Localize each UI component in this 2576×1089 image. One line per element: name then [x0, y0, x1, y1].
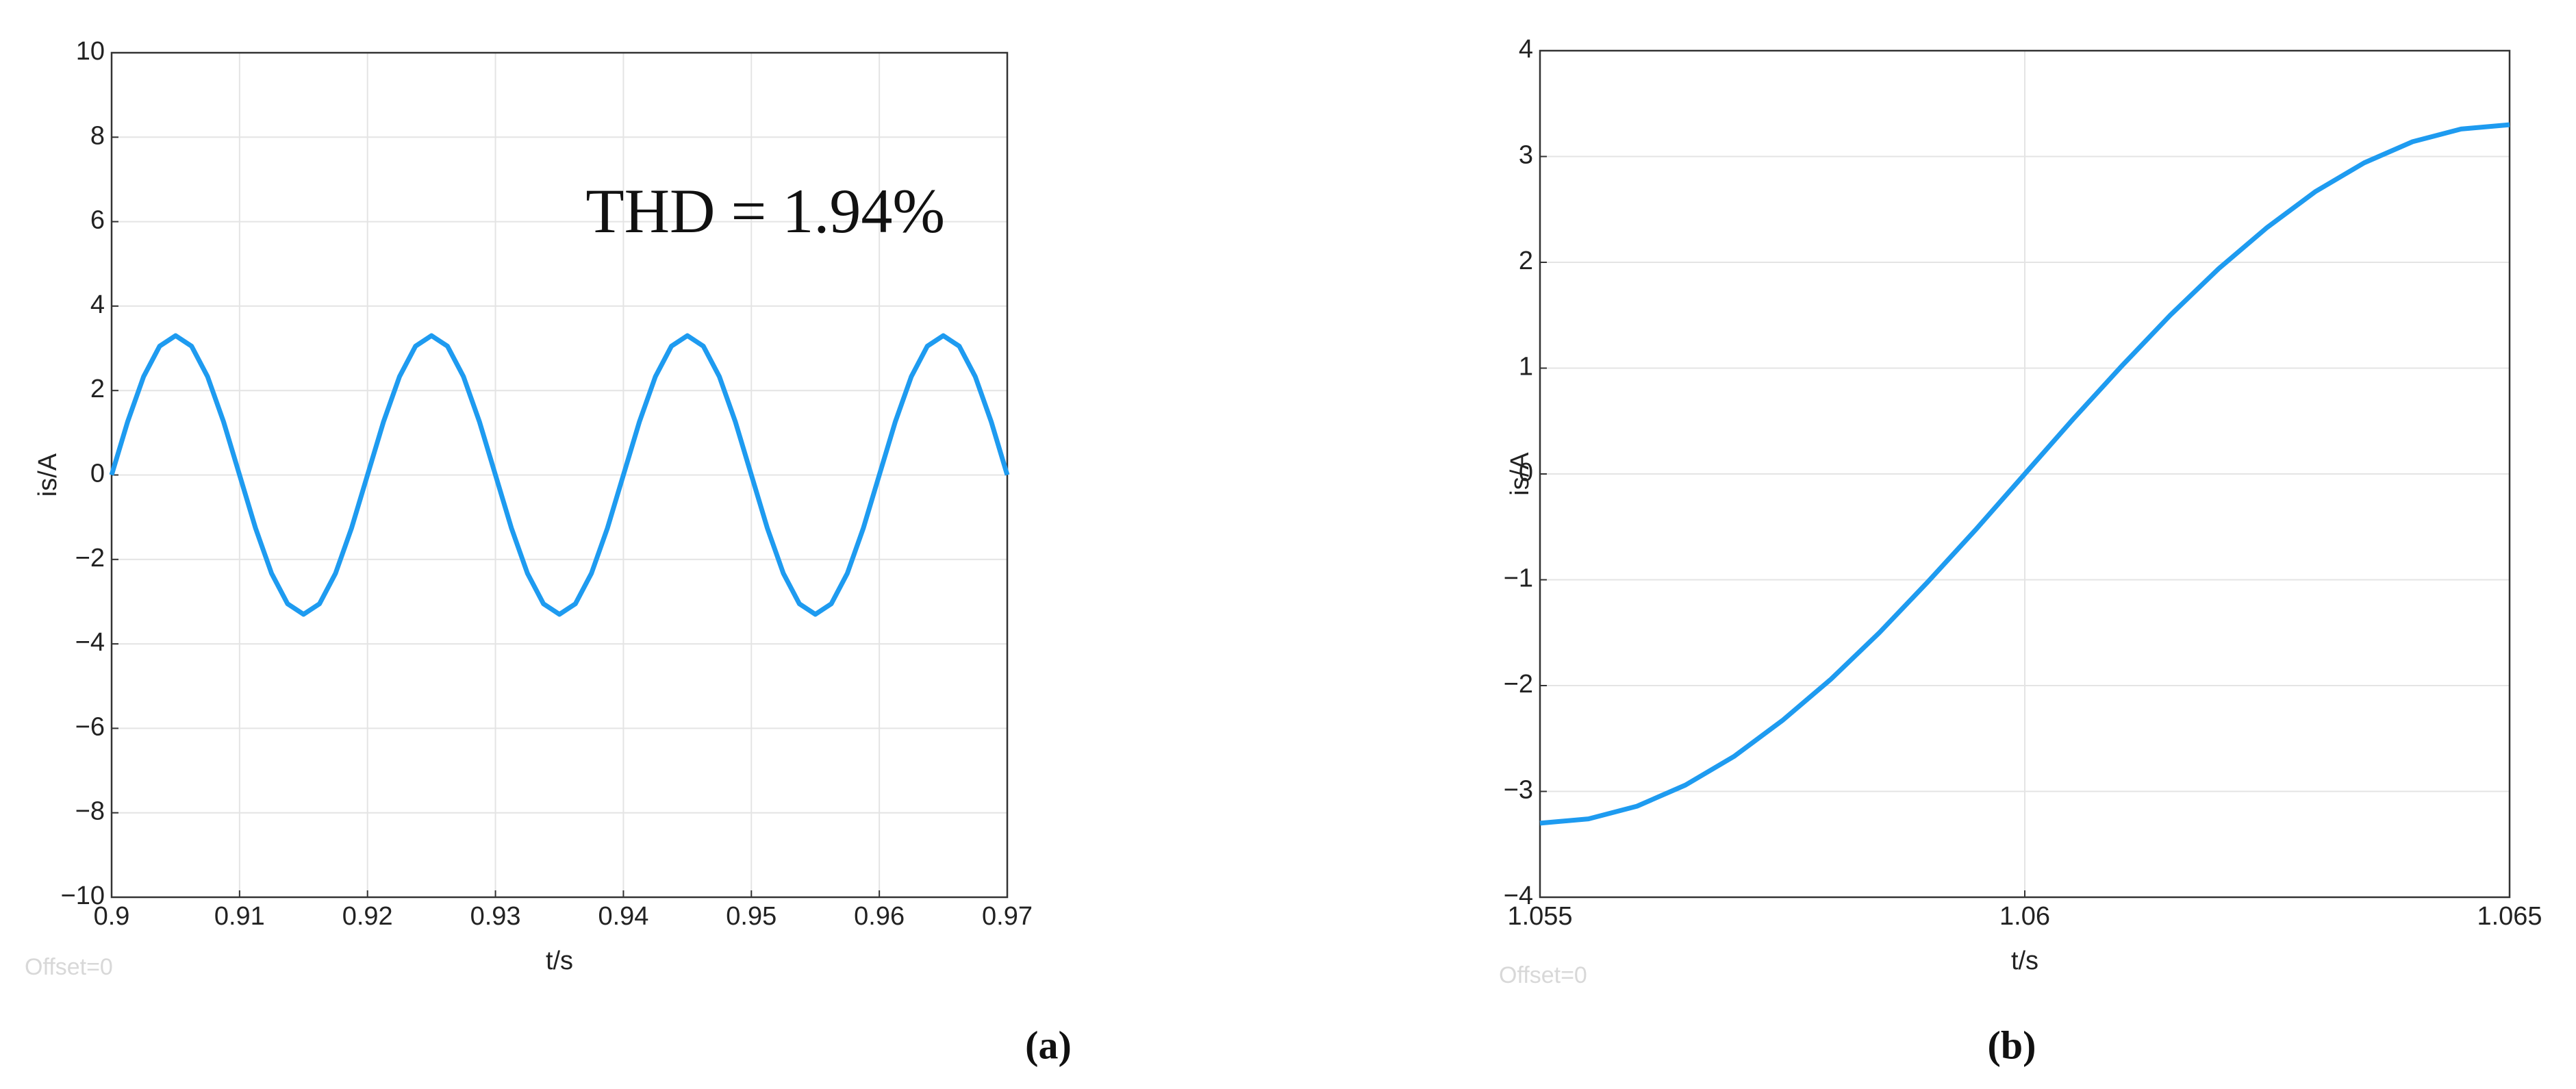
x-tick-label: 1.065 — [2477, 902, 2542, 931]
x-axis-label: t/s — [546, 947, 573, 975]
y-tick-label: 6 — [90, 206, 105, 235]
y-tick-label: −10 — [61, 881, 105, 910]
y-tick-label: 2 — [90, 375, 105, 403]
x-tick-label: 1.06 — [1999, 902, 2050, 931]
y-tick-label: −6 — [75, 712, 105, 741]
x-tick-label: 0.91 — [214, 902, 265, 931]
y-tick-label: 8 — [90, 121, 105, 150]
data-line — [109, 333, 1010, 617]
x-tick-label: 0.93 — [470, 902, 521, 931]
y-tick-label: −8 — [75, 797, 105, 826]
y-tick-label: −2 — [75, 544, 105, 573]
y-tick-label: 3 — [1519, 141, 1533, 170]
annotation: THD = 1.94% — [585, 176, 945, 246]
y-axis-label: is/A — [34, 453, 62, 497]
y-tick-label: −2 — [1504, 670, 1533, 699]
x-tick-label: 0.94 — [598, 902, 648, 931]
x-tick-label: 0.9 — [94, 902, 130, 931]
y-tick-label: 10 — [76, 37, 105, 66]
plot-frame — [1539, 49, 2511, 899]
caption: (a) — [1025, 1023, 1072, 1067]
y-tick-label: 0 — [90, 460, 105, 488]
caption: (b) — [1988, 1023, 2036, 1067]
x-tick-label: 0.92 — [342, 902, 393, 931]
y-axis-label: is/A — [1506, 452, 1535, 496]
annotation: Offset=0 — [1499, 962, 1587, 988]
x-axis-label: t/s — [2011, 947, 2038, 975]
y-tick-label: −3 — [1504, 776, 1533, 805]
y-tick-label: −1 — [1504, 564, 1533, 593]
data-line — [1539, 122, 2510, 826]
y-tick-label: 1 — [1519, 353, 1533, 381]
y-tick-label: 2 — [1519, 247, 1533, 275]
y-tick-label: 4 — [1519, 35, 1533, 64]
y-tick-label: −4 — [1504, 881, 1533, 910]
x-tick-label: 0.95 — [726, 902, 776, 931]
y-tick-label: 4 — [90, 290, 105, 319]
annotation: Offset=0 — [25, 954, 113, 980]
x-tick-label: 1.055 — [1507, 902, 1572, 931]
x-tick-label: 0.96 — [854, 902, 905, 931]
y-tick-label: 0 — [1519, 458, 1533, 487]
x-tick-label: 0.97 — [982, 902, 1033, 931]
y-tick-label: −4 — [75, 628, 105, 657]
